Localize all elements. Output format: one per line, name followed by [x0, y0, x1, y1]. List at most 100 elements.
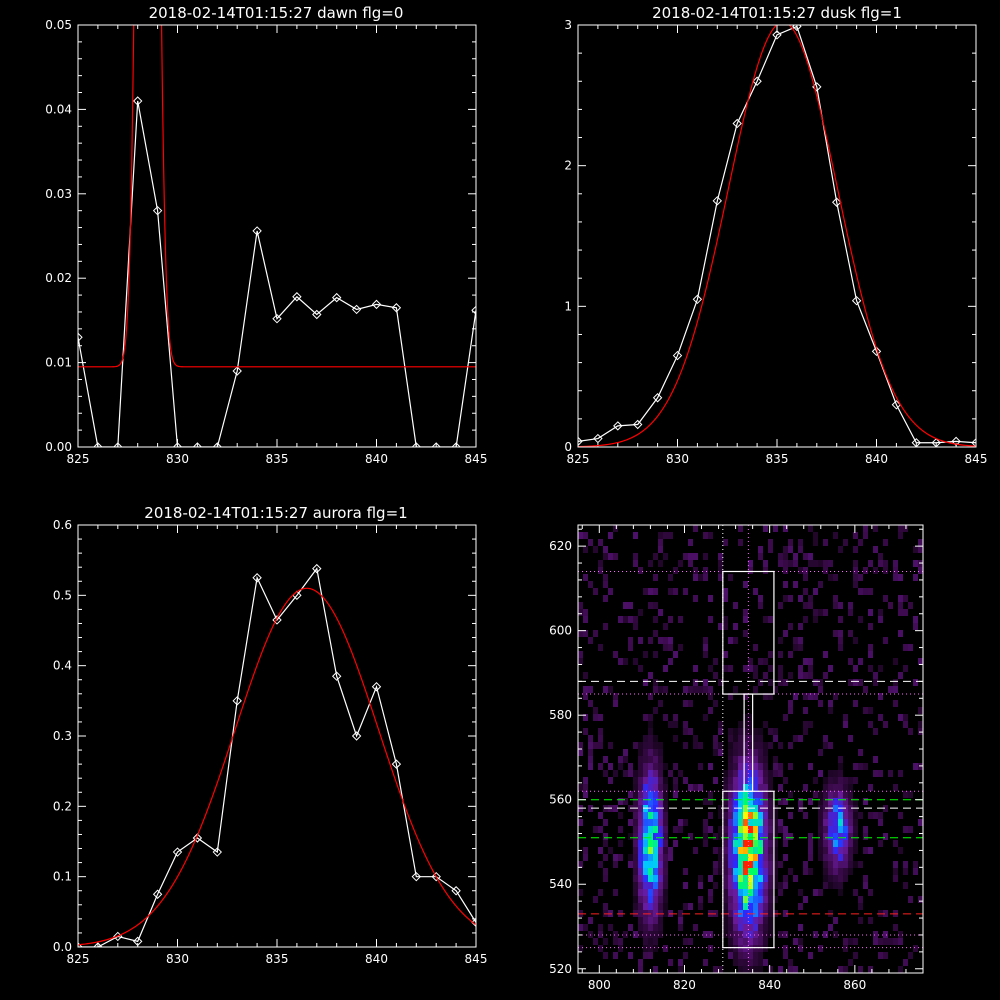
heatmap-cell	[653, 616, 658, 623]
heatmap-cell	[703, 574, 708, 581]
heatmap-cell	[748, 714, 753, 721]
heatmap-cell	[633, 840, 638, 847]
heatmap-cell	[648, 721, 653, 728]
heatmap-cell	[638, 833, 643, 840]
heatmap-cell	[788, 763, 793, 770]
heatmap-cell	[648, 791, 653, 798]
heatmap-cell	[723, 840, 728, 847]
heatmap-cell	[838, 826, 843, 833]
heatmap-cell	[833, 777, 838, 784]
heatmap-cell	[633, 784, 638, 791]
heatmap-cell	[778, 889, 783, 896]
heatmap-cell	[833, 784, 838, 791]
heatmap-cell	[688, 903, 693, 910]
heatmap-cell	[898, 847, 903, 854]
heatmap-cell	[773, 525, 778, 532]
heatmap-cell	[818, 805, 823, 812]
heatmap-cell	[743, 630, 748, 637]
heatmap-cell	[743, 952, 748, 959]
heatmap-cell	[743, 791, 748, 798]
heatmap-cell	[788, 560, 793, 567]
heatmap-cell	[733, 952, 738, 959]
data-point	[93, 942, 103, 947]
heatmap-cell	[653, 707, 658, 714]
heatmap-cell	[593, 714, 598, 721]
heatmap-cell	[818, 679, 823, 686]
plot-frame	[77, 524, 477, 948]
heatmap-cell	[738, 889, 743, 896]
heatmap-cell	[623, 616, 628, 623]
heatmap-cell	[753, 812, 758, 819]
heatmap-cell	[763, 763, 768, 770]
heatmap-cell	[593, 546, 598, 553]
heatmap-cell	[808, 595, 813, 602]
heatmap-cell	[613, 889, 618, 896]
heatmap-cell	[643, 938, 648, 945]
heatmap-cell	[723, 924, 728, 931]
heatmap-cell	[648, 833, 653, 840]
heatmap-cell	[743, 798, 748, 805]
heatmap-cell	[658, 833, 663, 840]
heatmap-cell	[798, 938, 803, 945]
heatmap-cell	[663, 875, 668, 882]
heatmap-cell	[638, 959, 643, 966]
heatmap-cell	[673, 791, 678, 798]
heatmap-cell	[803, 616, 808, 623]
heatmap-cell	[723, 651, 728, 658]
heatmap-cell	[828, 882, 833, 889]
heatmap-cell	[788, 539, 793, 546]
heatmap-cell	[658, 539, 663, 546]
heatmap-cell	[788, 833, 793, 840]
heatmap-cell	[708, 826, 713, 833]
heatmap-cell	[768, 770, 773, 777]
heatmap-cell	[703, 651, 708, 658]
heatmap-cell	[893, 574, 898, 581]
y-tick-label: 620	[549, 539, 572, 553]
heatmap-cell	[823, 791, 828, 798]
heatmap-cell	[863, 882, 868, 889]
heatmap-cell	[808, 847, 813, 854]
heatmap-cell	[848, 938, 853, 945]
heatmap-cell	[618, 812, 623, 819]
heatmap-cell	[728, 882, 733, 889]
heatmap-cell	[763, 840, 768, 847]
heatmap-cell	[643, 833, 648, 840]
heatmap-cell	[728, 875, 733, 882]
heatmap-cell	[583, 609, 588, 616]
heatmap-cell	[793, 693, 798, 700]
heatmap-cell	[838, 770, 843, 777]
x-tick-label: 845	[465, 952, 488, 966]
data-point	[152, 889, 163, 899]
heatmap-cell	[703, 686, 708, 693]
heatmap-cell	[768, 665, 773, 672]
heatmap-cell	[738, 819, 743, 826]
heatmap-cell	[743, 805, 748, 812]
heatmap-cell	[833, 861, 838, 868]
heatmap-cell	[598, 945, 603, 952]
data-point	[391, 303, 402, 313]
heatmap-cell	[758, 777, 763, 784]
heatmap-cell	[643, 798, 648, 805]
heatmap-cell	[643, 854, 648, 861]
heatmap-cell	[738, 847, 743, 854]
heatmap-cell	[648, 854, 653, 861]
heatmap-cell	[663, 882, 668, 889]
heatmap-cell	[753, 840, 758, 847]
heatmap-cell	[643, 840, 648, 847]
heatmap-cell	[633, 826, 638, 833]
heatmap-cell	[738, 525, 743, 532]
heatmap-cell	[723, 791, 728, 798]
heatmap-cell	[853, 889, 858, 896]
y-tick-label: 0.3	[53, 729, 72, 743]
heatmap-cell	[903, 665, 908, 672]
heatmap-cell	[638, 665, 643, 672]
heatmap-cell	[758, 875, 763, 882]
heatmap-cell	[853, 861, 858, 868]
heatmap-cell	[828, 924, 833, 931]
heatmap-cell	[758, 602, 763, 609]
data-point	[692, 294, 703, 305]
heatmap-cell	[788, 791, 793, 798]
heatmap-cell	[618, 658, 623, 665]
heatmap-cell	[763, 742, 768, 749]
heatmap-cell	[833, 833, 838, 840]
